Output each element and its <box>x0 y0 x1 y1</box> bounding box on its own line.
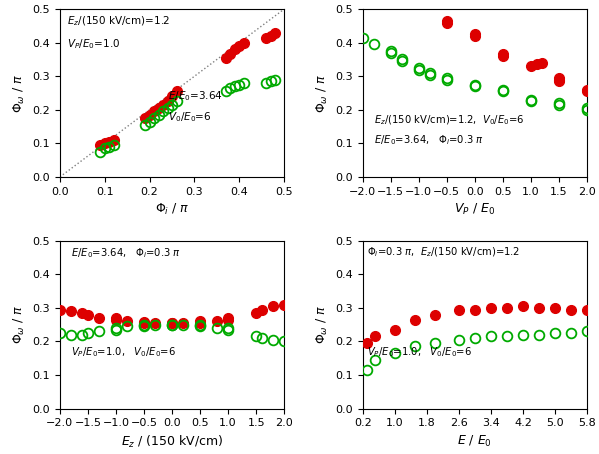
Y-axis label: $\Phi_\omega$ / $\pi$: $\Phi_\omega$ / $\pi$ <box>314 73 329 113</box>
Y-axis label: $\Phi_\omega$ / $\pi$: $\Phi_\omega$ / $\pi$ <box>12 305 27 345</box>
X-axis label: $V_P$ / $E_0$: $V_P$ / $E_0$ <box>454 202 495 217</box>
Text: $E$/$E_0$=3.64,   $\Phi_i$=0.3 $\pi$: $E$/$E_0$=3.64, $\Phi_i$=0.3 $\pi$ <box>374 133 484 147</box>
Text: $E$/$E_0$=3.64: $E$/$E_0$=3.64 <box>168 89 222 104</box>
Text: $\Phi_i$=0.3 $\pi$,  $E_z$/(150 kV/cm)=1.2: $\Phi_i$=0.3 $\pi$, $E_z$/(150 kV/cm)=1.… <box>367 246 520 259</box>
X-axis label: $\Phi_i$ / $\pi$: $\Phi_i$ / $\pi$ <box>155 202 189 217</box>
Text: $E$/$E_0$=3.64,   $\Phi_i$=0.3 $\pi$: $E$/$E_0$=3.64, $\Phi_i$=0.3 $\pi$ <box>71 246 181 260</box>
Text: $E_z$/(150 kV/cm)=1.2: $E_z$/(150 kV/cm)=1.2 <box>66 14 170 28</box>
X-axis label: $E_z$ / (150 kV/cm): $E_z$ / (150 kV/cm) <box>121 434 223 450</box>
Y-axis label: $\Phi_\omega$ / $\pi$: $\Phi_\omega$ / $\pi$ <box>12 73 27 113</box>
Text: $V_P$/$E_0$=1.0,   $V_0$/$E_0$=6: $V_P$/$E_0$=1.0, $V_0$/$E_0$=6 <box>71 345 176 359</box>
X-axis label: $E$ / $E_0$: $E$ / $E_0$ <box>458 434 492 449</box>
Text: $V_P$/$E_0$=1.0,   $V_0$/$E_0$=6: $V_P$/$E_0$=1.0, $V_0$/$E_0$=6 <box>367 345 472 359</box>
Y-axis label: $\Phi_\omega$ / $\pi$: $\Phi_\omega$ / $\pi$ <box>314 305 329 345</box>
Text: $V_P$/$E_0$=1.0: $V_P$/$E_0$=1.0 <box>66 38 120 51</box>
Text: $E_z$/(150 kV/cm)=1.2,  $V_0$/$E_0$=6: $E_z$/(150 kV/cm)=1.2, $V_0$/$E_0$=6 <box>374 113 524 127</box>
Text: $V_0$/$E_0$=6: $V_0$/$E_0$=6 <box>168 110 211 123</box>
